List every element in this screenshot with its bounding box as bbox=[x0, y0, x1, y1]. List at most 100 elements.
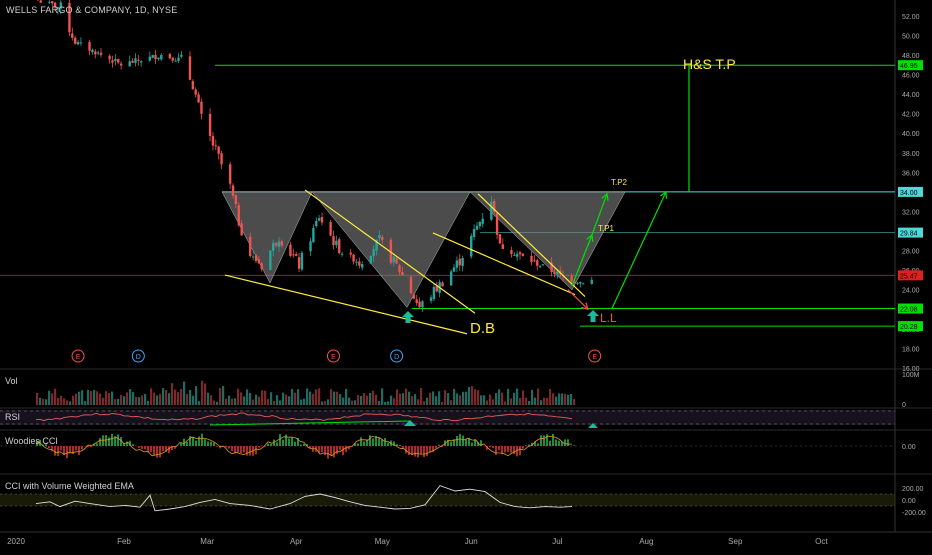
candle-body bbox=[177, 58, 179, 61]
time-tick-label: 2020 bbox=[7, 537, 25, 546]
woodies-bar bbox=[378, 438, 380, 446]
candle-body bbox=[174, 61, 176, 62]
volume-bar bbox=[210, 395, 212, 405]
candle-body bbox=[172, 58, 174, 61]
event-marker-label: D bbox=[136, 354, 141, 361]
volume-bar bbox=[108, 393, 110, 405]
woodies-bar bbox=[384, 438, 386, 446]
woodies-bar bbox=[279, 434, 281, 446]
candle-body bbox=[100, 53, 102, 55]
volume-bar bbox=[36, 393, 38, 405]
price-tick-label: 42.00 bbox=[902, 112, 920, 119]
woodies-bar bbox=[48, 446, 50, 448]
woodies-bar bbox=[471, 443, 473, 446]
woodies-bar bbox=[195, 441, 197, 446]
woodies-bar bbox=[417, 446, 419, 457]
volume-bar bbox=[534, 398, 536, 405]
volume-bar bbox=[261, 390, 263, 405]
volume-bar bbox=[432, 391, 434, 405]
woodies-bar bbox=[96, 443, 98, 446]
candle-body bbox=[281, 241, 283, 245]
candle-body bbox=[530, 256, 532, 262]
candle-body bbox=[189, 56, 191, 79]
volume-bar bbox=[447, 393, 449, 405]
woodies-bar bbox=[300, 445, 302, 446]
candle-body bbox=[289, 245, 291, 256]
volume-bar bbox=[312, 394, 314, 405]
woodies-bar bbox=[537, 443, 539, 446]
time-tick-label: Mar bbox=[200, 537, 214, 546]
candle-body bbox=[398, 265, 400, 272]
candle-body bbox=[275, 243, 277, 245]
volume-bar bbox=[399, 394, 401, 405]
volume-bar bbox=[189, 390, 191, 405]
volume-bar bbox=[291, 389, 293, 405]
volume-bar bbox=[336, 392, 338, 405]
woodies-bar bbox=[456, 436, 458, 446]
woodies-bar bbox=[522, 446, 524, 449]
volume-bar bbox=[120, 395, 122, 405]
volume-bar bbox=[66, 400, 68, 405]
volume-bar bbox=[501, 393, 503, 405]
candle-body bbox=[461, 258, 463, 266]
candle-body bbox=[195, 90, 197, 95]
woodies-bar bbox=[336, 446, 338, 454]
price-tick-label: 28.00 bbox=[902, 249, 920, 256]
volume-bar bbox=[405, 389, 407, 405]
woodies-bar bbox=[243, 446, 245, 452]
woodies-bar bbox=[249, 446, 251, 456]
woodies-bar bbox=[132, 444, 134, 446]
volume-bar bbox=[546, 398, 548, 405]
woodies-bar bbox=[231, 446, 233, 451]
woodies-bar bbox=[372, 438, 374, 446]
candle-body bbox=[470, 236, 472, 257]
woodies-bar bbox=[210, 442, 212, 446]
volume-bar bbox=[84, 401, 86, 405]
woodies-bar bbox=[414, 446, 416, 456]
woodies-bar bbox=[168, 446, 170, 453]
volume-bar bbox=[75, 394, 77, 405]
volume-bar bbox=[51, 393, 53, 405]
volume-bar bbox=[180, 389, 182, 405]
volume-bar bbox=[354, 400, 356, 405]
volume-bar bbox=[45, 399, 47, 405]
woodies-bar bbox=[543, 435, 545, 446]
candle-body bbox=[510, 250, 512, 254]
woodies-bar bbox=[369, 435, 371, 446]
volume-bar bbox=[522, 390, 524, 405]
volume-bar bbox=[282, 393, 284, 405]
volume-bar bbox=[183, 382, 185, 405]
volume-bar bbox=[252, 400, 254, 405]
candle-body bbox=[134, 58, 136, 63]
candle-body bbox=[352, 255, 354, 262]
volume-bar bbox=[195, 386, 197, 405]
woodies-bar bbox=[183, 439, 185, 446]
woodies-bar bbox=[339, 446, 341, 450]
woodies-bar bbox=[423, 446, 425, 457]
woodies-bar bbox=[426, 446, 428, 456]
woodies-bar bbox=[198, 436, 200, 446]
cci-tick-label: 200.00 bbox=[902, 486, 924, 493]
woodies-bar bbox=[294, 442, 296, 446]
candle-body bbox=[513, 255, 515, 256]
price-tag-label: 25.47 bbox=[900, 273, 918, 280]
candle-body bbox=[220, 153, 222, 164]
candle-body bbox=[522, 254, 524, 256]
woodies-bar bbox=[141, 446, 143, 449]
woodies-bar bbox=[66, 446, 68, 458]
cci-vwema-pane-title: CCI with Volume Weighted EMA bbox=[5, 481, 134, 491]
woodies-bar bbox=[399, 445, 401, 446]
candle-body bbox=[441, 283, 443, 287]
volume-bar bbox=[366, 396, 368, 405]
candle-body bbox=[542, 264, 544, 265]
volume-bar bbox=[162, 388, 164, 405]
volume-bar bbox=[441, 402, 443, 405]
woodies-bar bbox=[213, 443, 215, 446]
woodies-bar bbox=[360, 437, 362, 446]
volume-bar bbox=[285, 395, 287, 405]
candle-body bbox=[473, 229, 475, 237]
event-marker-label: E bbox=[592, 354, 597, 361]
volume-bar bbox=[384, 402, 386, 405]
woodies-bar bbox=[216, 446, 218, 447]
